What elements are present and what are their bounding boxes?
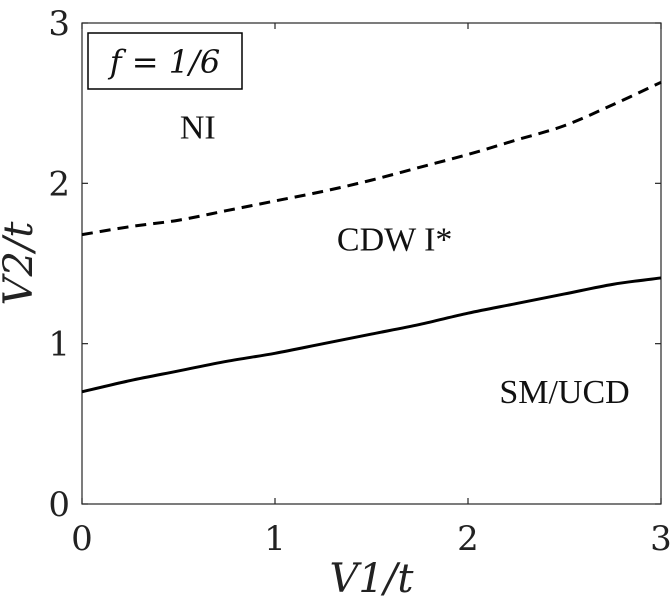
region-labels: NI CDW I* SM/UCD — [180, 109, 630, 411]
plot-frame — [81, 22, 662, 505]
y-tick-label: 3 — [48, 4, 70, 44]
y-axis-label: V2/t — [0, 221, 42, 306]
tick-labels: 0 1 2 3 0 1 2 3 — [48, 4, 671, 559]
x-tick-label: 0 — [71, 519, 93, 559]
region-label-sm-ucd: SM/UCD — [499, 374, 629, 411]
dashed-boundary-line — [81, 80, 662, 237]
x-tick-label: 1 — [264, 519, 286, 559]
y-tick-label: 1 — [48, 325, 70, 365]
series-layer — [81, 80, 662, 394]
annotation-label: f = 1/6 — [108, 43, 221, 81]
x-tick-label: 2 — [457, 519, 479, 559]
y-tick-label: 0 — [48, 485, 70, 525]
solid-boundary-line — [81, 276, 662, 394]
x-tick-label: 3 — [650, 519, 672, 559]
y-tick-label: 2 — [48, 164, 70, 204]
region-label-ni: NI — [180, 109, 216, 146]
annotation-frame — [87, 32, 243, 90]
x-axis-label: V1/t — [330, 556, 415, 602]
annotation-box: f = 1/6 — [87, 32, 243, 90]
region-label-cdw-i: CDW I* — [337, 222, 453, 259]
tick-marks — [81, 22, 662, 505]
plot-area — [81, 22, 662, 505]
